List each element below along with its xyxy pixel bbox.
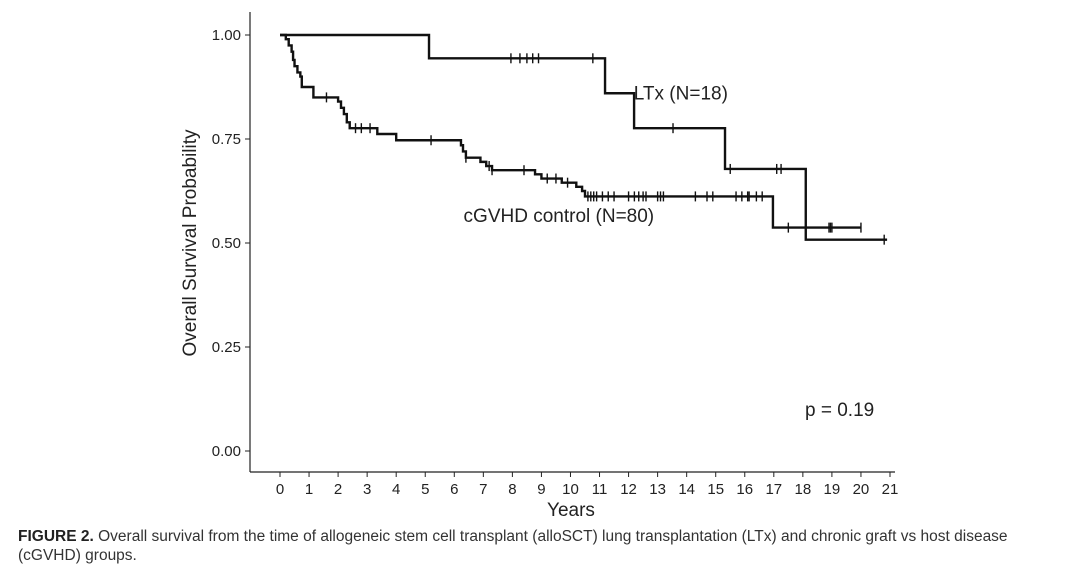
- figure-caption: FIGURE 2. Overall survival from the time…: [18, 527, 1073, 565]
- x-tick-label: 16: [736, 481, 753, 498]
- x-tick-label: 8: [508, 481, 516, 498]
- y-tick-label: 0.75: [212, 131, 241, 148]
- p-value-annotation: p = 0.19: [805, 400, 874, 421]
- x-tick-label: 12: [620, 481, 637, 498]
- survival-chart: 0 1 2 3 4 5 6 7 8 9 10 11 12 13 14 15 16 17 18 19 20 210.000.…: [180, 12, 899, 520]
- x-tick-label: 11: [592, 481, 608, 498]
- series-marks: LTx (N=18) cGVHD control (N=80): [280, 33, 888, 245]
- x-tick-label: 9: [537, 481, 545, 498]
- x-tick-label: 2: [334, 481, 342, 498]
- y-tick-label: 1.00: [212, 27, 241, 44]
- x-tick-label: 6: [450, 481, 458, 498]
- y-tick-label: 0.25: [212, 339, 241, 356]
- x-tick-label: 18: [795, 481, 812, 498]
- x-tick-label: 5: [421, 481, 429, 498]
- axes: 0 1 2 3 4 5 6 7 8 9 10 11 12 13 14 15 16 17 18 19 20 210.000.…: [212, 12, 899, 498]
- y-tick-label: 0.00: [212, 443, 241, 460]
- x-tick-label: 15: [707, 481, 724, 498]
- x-tick-label: 17: [765, 481, 782, 498]
- y-tick-label: 0.50: [212, 235, 241, 252]
- caption-text: Overall survival from the time of alloge…: [18, 528, 1008, 564]
- figure-label: FIGURE 2.: [18, 528, 94, 545]
- x-tick-label: 20: [853, 481, 870, 498]
- survival-curve-0: [280, 33, 888, 241]
- x-tick-label: 14: [678, 481, 695, 498]
- x-tick-label: 4: [392, 481, 400, 498]
- series-label: LTx (N=18): [634, 83, 728, 104]
- x-tick-label: 1: [305, 481, 313, 498]
- series-label: cGVHD control (N=80): [464, 206, 655, 227]
- survival-curve-1: [280, 33, 861, 229]
- x-tick-label: 13: [649, 481, 666, 498]
- x-tick-label: 10: [562, 481, 579, 498]
- x-tick-label: 21: [882, 481, 899, 498]
- x-axis-label: Years: [547, 500, 595, 520]
- x-tick-label: 19: [824, 481, 841, 498]
- x-tick-label: 7: [479, 481, 487, 498]
- y-axis-label: Overall Survival Probability: [180, 129, 201, 357]
- x-tick-label: 3: [363, 481, 371, 498]
- x-tick-label: 0: [276, 481, 284, 498]
